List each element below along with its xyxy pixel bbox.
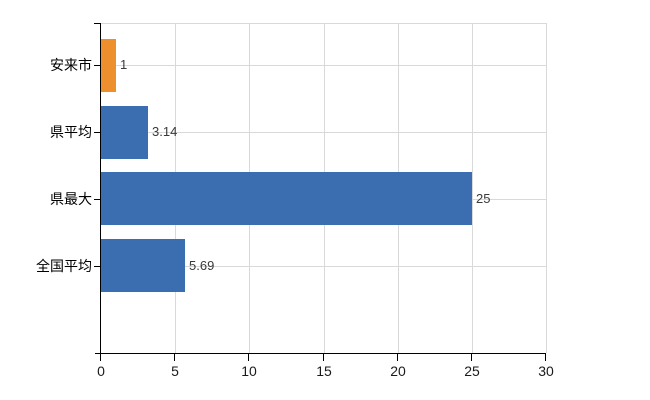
bar-value-label: 1 xyxy=(120,57,128,72)
bar-value-label: 5.69 xyxy=(189,258,215,273)
x-tick-label: 15 xyxy=(316,363,332,379)
y-axis-tick xyxy=(94,65,100,66)
x-tick-label: 25 xyxy=(464,363,480,379)
x-axis-tick xyxy=(471,354,472,361)
bar-全国平均 xyxy=(101,239,185,292)
bar-県平均 xyxy=(101,106,148,159)
y-axis-line xyxy=(100,23,101,353)
x-gridline xyxy=(471,23,473,353)
bar-安来市 xyxy=(101,39,116,92)
x-axis-tick xyxy=(545,354,546,361)
x-axis-tick xyxy=(397,354,398,361)
bar-県最大 xyxy=(101,172,472,225)
x-axis-tick xyxy=(174,354,175,361)
x-tick-label: 5 xyxy=(171,363,179,379)
y-gridline xyxy=(101,266,546,267)
x-tick-label: 0 xyxy=(97,363,105,379)
category-label-安来市: 安来市 xyxy=(50,57,92,73)
x-tick-label: 10 xyxy=(241,363,257,379)
bar-value-label: 25 xyxy=(476,191,491,206)
x-axis-tick xyxy=(100,354,101,361)
y-gridline xyxy=(101,65,546,66)
category-label-県平均: 県平均 xyxy=(50,124,92,140)
x-axis-line xyxy=(95,353,546,354)
x-tick-label: 30 xyxy=(538,363,554,379)
y-gridline xyxy=(101,132,546,133)
y-axis-tick xyxy=(94,199,100,200)
y-axis-tick xyxy=(94,23,100,24)
x-axis-tick xyxy=(248,354,249,361)
bar-value-label: 3.14 xyxy=(152,124,178,139)
x-gridline xyxy=(546,23,547,353)
category-label-県最大: 県最大 xyxy=(50,191,92,207)
x-axis-tick xyxy=(323,354,324,361)
y-axis-tick xyxy=(94,266,100,267)
x-tick-label: 20 xyxy=(390,363,406,379)
category-label-全国平均: 全国平均 xyxy=(36,258,92,274)
y-axis-tick xyxy=(94,132,100,133)
